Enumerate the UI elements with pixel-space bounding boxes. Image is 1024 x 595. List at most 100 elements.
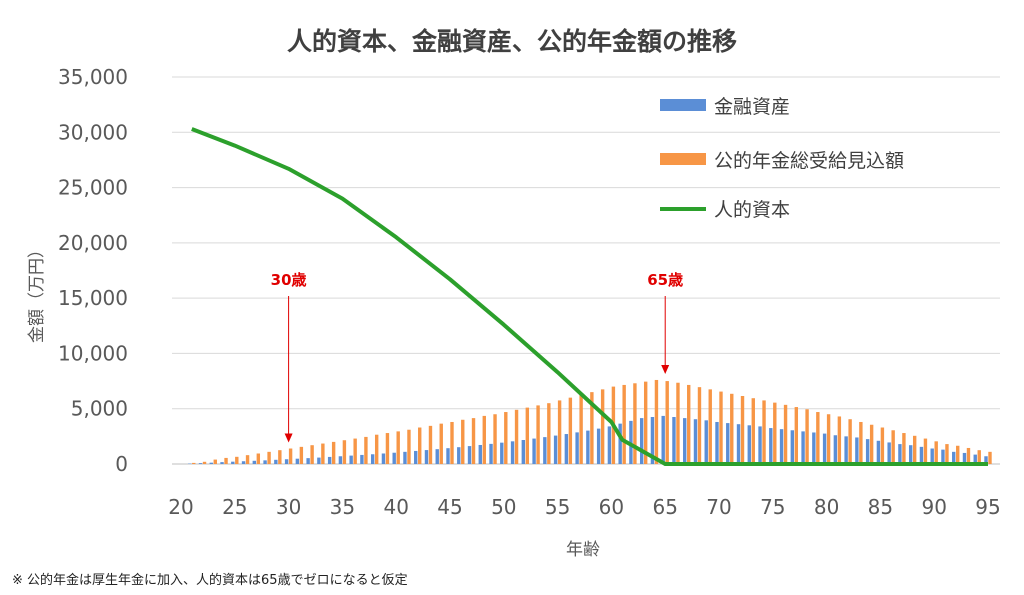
bar-financial xyxy=(435,449,439,464)
bar-pension xyxy=(708,389,712,464)
bar-financial xyxy=(596,428,601,464)
bar-pension xyxy=(536,405,540,464)
x-axis-label: 年齢 xyxy=(566,540,600,560)
x-axis-ticks: 20 25 30 35 40 45 50 55 60 65 70 75 80 85 90 95 xyxy=(168,495,1000,519)
bar-financial xyxy=(349,455,353,464)
x-tick-label: 65 xyxy=(652,495,677,519)
annotations: 30歳 65歳 xyxy=(271,271,683,443)
bar-financial xyxy=(984,456,988,464)
bar-pension xyxy=(547,403,551,464)
bar-financial xyxy=(822,433,827,464)
bar-pension xyxy=(719,391,723,464)
bar-pension xyxy=(235,456,239,464)
bar-financial xyxy=(543,437,547,464)
bar-financial xyxy=(898,444,902,464)
bar-financial xyxy=(403,451,407,464)
bar-pension xyxy=(676,382,680,464)
bar-pension xyxy=(525,407,530,464)
bar-pension xyxy=(504,412,508,464)
bar-pension xyxy=(299,446,304,464)
pension-bars xyxy=(192,379,992,464)
bar-pension xyxy=(385,433,390,464)
bar-financial xyxy=(241,461,246,464)
bar-financial xyxy=(790,430,795,464)
bar-financial xyxy=(360,454,364,464)
bar-financial xyxy=(779,429,784,464)
bar-pension xyxy=(988,451,992,464)
bar-pension xyxy=(934,441,938,464)
y-tick-label: 15,000 xyxy=(58,286,128,310)
bar-financial xyxy=(844,436,848,464)
bar-financial xyxy=(457,447,461,464)
legend-swatch-financial xyxy=(660,99,706,111)
bar-financial xyxy=(812,432,816,464)
x-tick-label: 40 xyxy=(383,495,408,519)
bar-pension xyxy=(794,407,799,464)
bar-financial xyxy=(683,418,687,464)
legend-label-human: 人的資本 xyxy=(714,199,790,221)
bar-pension xyxy=(805,409,809,464)
x-tick-label: 85 xyxy=(868,495,893,519)
bar-pension xyxy=(880,427,885,464)
bar-pension xyxy=(687,384,691,464)
bar-pension xyxy=(966,447,971,464)
bar-pension xyxy=(773,402,777,464)
bar-financial xyxy=(381,453,386,464)
y-tick-label: 5,000 xyxy=(71,397,128,421)
bar-pension xyxy=(256,453,261,464)
bar-pension xyxy=(213,459,217,464)
bar-pension xyxy=(740,395,745,464)
annotation-label: 65歳 xyxy=(647,271,683,289)
bar-pension xyxy=(364,436,368,464)
bar-pension xyxy=(622,384,626,464)
bar-pension xyxy=(783,404,788,464)
footnote: ※ 公的年金は厚生年金に加入、人的資本は65歳でゼロになると仮定 xyxy=(12,573,408,588)
bar-financial xyxy=(865,439,870,464)
bar-financial xyxy=(855,437,859,464)
financial-assets-bars xyxy=(188,415,988,464)
y-axis-ticks: 0 5,000 10,000 15,000 20,000 25,000 30,000 35,0… xyxy=(58,65,128,476)
bar-financial xyxy=(564,434,569,464)
bar-financial xyxy=(317,457,321,464)
bar-financial xyxy=(220,462,224,464)
bar-financial xyxy=(500,442,504,464)
bar-financial xyxy=(575,432,579,464)
annotation-arrowhead xyxy=(284,433,293,443)
bar-pension xyxy=(267,451,271,464)
bar-financial xyxy=(532,438,536,464)
bar-financial xyxy=(962,452,967,464)
legend-label-financial: 金融資産 xyxy=(714,96,790,118)
bar-pension xyxy=(482,415,486,464)
bar-pension xyxy=(902,433,906,464)
bar-pension xyxy=(762,400,766,464)
bar-pension xyxy=(751,398,755,464)
bar-financial xyxy=(930,448,934,464)
bar-financial xyxy=(736,424,741,464)
x-tick-label: 50 xyxy=(491,495,516,519)
bar-financial xyxy=(672,417,676,464)
bar-financial xyxy=(274,459,278,464)
bar-pension xyxy=(568,397,573,464)
bar-pension xyxy=(353,438,357,464)
bar-financial xyxy=(769,428,773,464)
bar-pension xyxy=(331,441,336,464)
bar-financial xyxy=(618,423,622,464)
x-tick-label: 80 xyxy=(814,495,839,519)
bar-pension xyxy=(977,450,981,464)
bar-pension xyxy=(816,412,820,464)
bar-pension xyxy=(557,400,562,464)
x-tick-label: 60 xyxy=(599,495,624,519)
bar-pension xyxy=(439,423,443,464)
bar-financial xyxy=(370,454,375,464)
chart-area: 人的資本、金融資産、公的年金額の推移 0 5,000 10,000 15,000 20,… xyxy=(27,27,1001,560)
bar-financial xyxy=(887,442,891,464)
bar-financial xyxy=(252,460,257,464)
bar-financial xyxy=(392,452,396,464)
bar-financial xyxy=(639,418,644,464)
bar-pension xyxy=(590,392,594,464)
bar-financial xyxy=(801,431,805,464)
bar-pension xyxy=(665,381,669,464)
bar-pension xyxy=(826,414,831,464)
bar-financial xyxy=(726,423,730,464)
bar-pension xyxy=(514,409,519,464)
